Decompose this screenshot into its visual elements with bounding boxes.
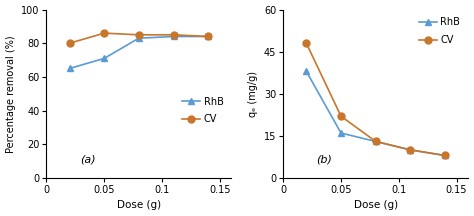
CV bbox=[136, 33, 142, 36]
Line: RhB: RhB bbox=[66, 33, 212, 72]
RhB bbox=[303, 70, 309, 73]
CV bbox=[442, 154, 448, 157]
Legend: RhB, CV: RhB, CV bbox=[179, 94, 227, 127]
CV bbox=[171, 33, 176, 36]
CV bbox=[338, 115, 344, 118]
RhB bbox=[136, 37, 142, 40]
RhB bbox=[101, 57, 107, 60]
Line: RhB: RhB bbox=[303, 68, 448, 159]
CV bbox=[373, 140, 379, 143]
CV bbox=[205, 35, 211, 38]
CV bbox=[303, 42, 309, 44]
RhB bbox=[408, 149, 413, 151]
CV bbox=[67, 42, 73, 44]
X-axis label: Dose (g): Dose (g) bbox=[354, 200, 398, 210]
Text: (a): (a) bbox=[80, 154, 95, 164]
Y-axis label: Percentage removal (%): Percentage removal (%) bbox=[6, 35, 16, 152]
RhB bbox=[205, 35, 211, 38]
RhB bbox=[373, 140, 379, 143]
Text: (b): (b) bbox=[317, 154, 332, 164]
Line: CV: CV bbox=[303, 40, 448, 159]
RhB bbox=[442, 154, 448, 157]
CV bbox=[408, 149, 413, 151]
Line: CV: CV bbox=[66, 30, 212, 47]
Legend: RhB, CV: RhB, CV bbox=[416, 14, 463, 48]
CV bbox=[101, 32, 107, 34]
X-axis label: Dose (g): Dose (g) bbox=[117, 200, 161, 210]
RhB bbox=[67, 67, 73, 70]
Y-axis label: qₑ (mg/g): qₑ (mg/g) bbox=[248, 71, 258, 117]
RhB bbox=[171, 35, 176, 38]
RhB bbox=[338, 132, 344, 134]
